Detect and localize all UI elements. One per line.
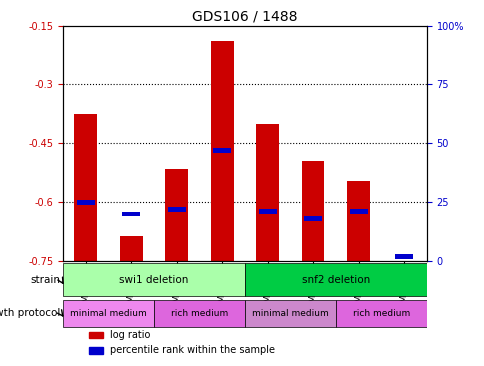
FancyBboxPatch shape [335, 300, 426, 327]
Bar [88, 332, 103, 339]
Bar [74, 114, 97, 261]
Text: percentile rank within the sample: percentile rank within the sample [110, 345, 275, 355]
Text: rich medium: rich medium [352, 309, 409, 318]
Bar [303, 216, 321, 221]
Text: snf2 deletion: snf2 deletion [301, 274, 369, 285]
Bar [165, 169, 188, 261]
Text: swi1 deletion: swi1 deletion [119, 274, 188, 285]
Bar [120, 236, 142, 261]
Bar [88, 347, 103, 354]
Bar [349, 209, 367, 214]
Text: log ratio: log ratio [110, 330, 151, 340]
Text: minimal medium: minimal medium [252, 309, 328, 318]
Bar [167, 207, 185, 212]
Bar [76, 200, 95, 205]
Bar [301, 161, 324, 261]
Text: growth protocol: growth protocol [0, 308, 60, 318]
FancyBboxPatch shape [244, 300, 335, 327]
Bar [347, 181, 369, 261]
Bar [394, 254, 412, 259]
Text: rich medium: rich medium [170, 309, 227, 318]
Text: strain: strain [30, 274, 60, 285]
FancyBboxPatch shape [244, 263, 426, 296]
Text: minimal medium: minimal medium [70, 309, 147, 318]
Bar [258, 209, 276, 214]
Title: GDS106 / 1488: GDS106 / 1488 [192, 9, 297, 23]
Bar [211, 41, 233, 261]
Bar [212, 148, 231, 153]
Bar [256, 124, 278, 261]
FancyBboxPatch shape [153, 300, 244, 327]
FancyBboxPatch shape [63, 300, 153, 327]
FancyBboxPatch shape [63, 263, 244, 296]
Bar [122, 212, 140, 216]
